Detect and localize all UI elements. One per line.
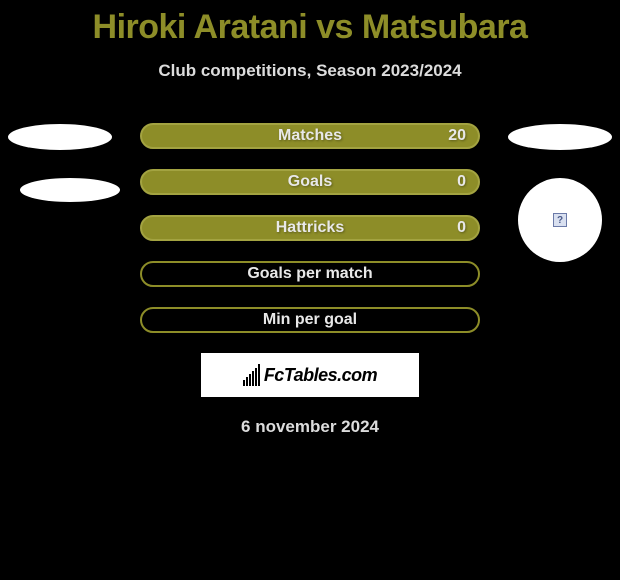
- page-subtitle: Club competitions, Season 2023/2024: [0, 61, 620, 81]
- stat-pill: Goals per match: [140, 261, 480, 287]
- stat-label: Goals per match: [247, 265, 372, 283]
- stat-row-goals-per-match: Goals per match: [0, 261, 620, 287]
- stat-label: Matches: [278, 127, 342, 145]
- page-title: Hiroki Aratani vs Matsubara: [0, 0, 620, 47]
- stat-value: 0: [457, 219, 466, 237]
- logo-box: FcTables.com: [201, 353, 419, 397]
- stat-label: Hattricks: [276, 219, 344, 237]
- stat-row-hattricks: Hattricks 0: [0, 215, 620, 241]
- stat-value: 20: [448, 127, 466, 145]
- stat-pill: Matches 20: [140, 123, 480, 149]
- stat-row-min-per-goal: Min per goal: [0, 307, 620, 333]
- stat-pill: Min per goal: [140, 307, 480, 333]
- stat-row-matches: Matches 20: [0, 123, 620, 149]
- stat-label: Min per goal: [263, 311, 357, 329]
- logo-content: FcTables.com: [243, 364, 377, 386]
- stat-pill: Hattricks 0: [140, 215, 480, 241]
- stat-value: 0: [457, 173, 466, 191]
- stat-row-goals: Goals 0: [0, 169, 620, 195]
- stats-container: Matches 20 Goals 0 Hattricks 0 Goals per…: [0, 123, 620, 437]
- stat-pill: Goals 0: [140, 169, 480, 195]
- logo-bars-icon: [243, 364, 260, 386]
- stat-label: Goals: [288, 173, 332, 191]
- footer-date: 6 november 2024: [0, 417, 620, 437]
- logo-text: FcTables.com: [264, 365, 377, 386]
